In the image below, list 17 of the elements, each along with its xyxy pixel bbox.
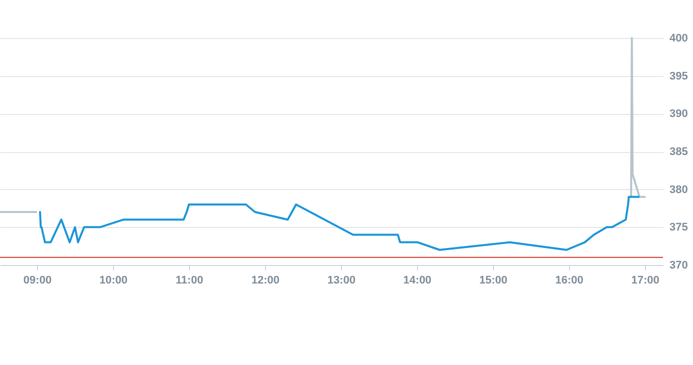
x-tick-label: 14:00 [403,274,432,286]
y-tick-label: 395 [670,70,688,82]
x-tick-label: 10:00 [99,274,128,286]
x-tick-label: 12:00 [251,274,280,286]
x-tick-label: 13:00 [327,274,356,286]
x-tick-label: 16:00 [555,274,584,286]
y-tick-label: 375 [670,222,688,234]
x-tick-label: 15:00 [479,274,508,286]
x-tick-label: 11:00 [176,274,204,286]
x-tick-label: 17:00 [631,274,660,286]
y-tick-label: 385 [670,146,688,158]
y-tick-label: 380 [670,184,688,196]
y-tick-label: 390 [670,108,688,120]
x-tick-label: 09:00 [23,274,52,286]
y-tick-label: 400 [670,32,688,44]
y-tick-label: 370 [670,260,688,272]
line-series [38,196,640,251]
